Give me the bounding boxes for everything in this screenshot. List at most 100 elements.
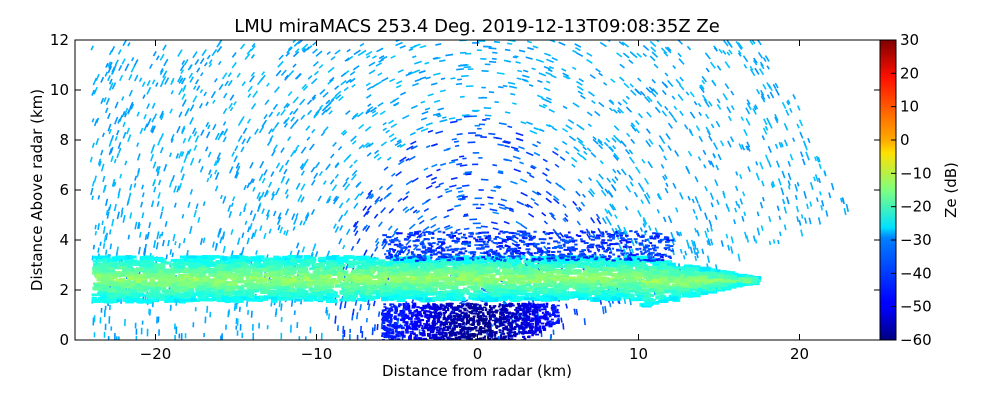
echo-mark: [575, 48, 580, 51]
echo-mark: [272, 128, 274, 131]
echo-mark: [119, 148, 121, 153]
echo-mark: [253, 187, 255, 191]
echo-mark: [223, 196, 226, 203]
echo-mark: [785, 225, 786, 230]
echo-mark: [421, 118, 427, 120]
echo-mark: [452, 139, 457, 140]
echo-mark: [426, 146, 430, 148]
echo-mark: [660, 281, 670, 285]
echo-mark: [232, 62, 236, 68]
echo-mark: [779, 178, 781, 185]
echo-mark: [357, 238, 360, 243]
echo-mark: [400, 272, 410, 276]
echo-mark: [491, 222, 497, 223]
echo-mark: [200, 58, 203, 63]
echo-mark: [396, 172, 402, 176]
echo-mark: [698, 103, 700, 106]
echo-mark: [721, 240, 723, 246]
echo-mark: [215, 275, 222, 279]
echo-mark: [643, 53, 646, 56]
echo-mark: [745, 232, 747, 239]
echo-mark: [262, 72, 265, 75]
echo-mark: [222, 231, 224, 238]
echo-mark: [369, 70, 375, 74]
echo-mark: [487, 197, 493, 198]
echo-mark: [709, 101, 712, 106]
echo-mark: [178, 50, 182, 57]
echo-mark: [797, 206, 799, 212]
echo-mark: [796, 195, 797, 200]
echo-mark: [763, 197, 764, 201]
echo-mark: [365, 127, 370, 131]
echo-mark: [428, 94, 434, 96]
echo-mark: [566, 125, 572, 129]
echo-mark: [387, 157, 391, 160]
chart-title: LMU miraMACS 253.4 Deg. 2019-12-13T09:08…: [234, 16, 720, 37]
echo-mark: [497, 73, 505, 74]
echo-mark: [777, 161, 780, 168]
echo-mark: [595, 111, 600, 115]
echo-mark: [297, 243, 299, 249]
echo-mark: [518, 147, 524, 149]
echo-mark: [641, 187, 644, 191]
echo-mark: [94, 245, 95, 250]
echo-mark: [170, 180, 172, 187]
echo-mark: [410, 132, 415, 135]
echo-mark: [128, 235, 129, 240]
echo-mark: [131, 66, 134, 72]
echo-mark: [615, 215, 617, 219]
echo-mark: [208, 125, 210, 129]
echo-mark: [536, 270, 543, 274]
echo-mark: [158, 192, 160, 198]
echo-mark: [409, 156, 416, 160]
echo-mark: [532, 144, 537, 146]
echo-mark: [735, 208, 736, 212]
echo-mark: [312, 129, 315, 133]
echo-mark: [360, 192, 363, 196]
echo-mark: [381, 208, 386, 213]
echo-mark: [768, 95, 770, 99]
echo-mark: [496, 138, 502, 139]
echo-mark: [431, 225, 436, 228]
echo-mark: [803, 159, 805, 165]
echo-mark: [299, 270, 308, 273]
echo-mark: [739, 144, 742, 150]
echo-mark: [534, 153, 540, 156]
echo-mark: [738, 204, 739, 208]
echo-mark: [790, 154, 792, 160]
echo-mark: [248, 94, 251, 98]
echo-mark: [438, 196, 443, 198]
echo-mark: [686, 92, 689, 95]
echo-mark: [153, 182, 154, 186]
echo-mark: [123, 132, 125, 138]
echo-mark: [690, 92, 694, 97]
echo-mark: [398, 198, 402, 201]
echo-mark: [329, 262, 336, 266]
echo-mark: [220, 237, 222, 244]
echo-mark: [471, 293, 478, 296]
echo-mark: [262, 178, 265, 183]
echo-mark: [378, 73, 382, 75]
echo-mark: [379, 186, 382, 189]
echo-mark: [621, 141, 626, 147]
echo-mark: [805, 218, 806, 224]
echo-mark: [243, 128, 246, 134]
echo-mark: [244, 185, 246, 190]
echo-mark: [562, 270, 572, 274]
echo-mark: [378, 103, 383, 106]
echo-mark: [108, 113, 110, 119]
echo-mark: [320, 105, 323, 108]
echo-mark: [133, 274, 142, 277]
echo-mark: [271, 172, 274, 177]
echo-mark: [416, 297, 424, 300]
echo-mark: [337, 268, 343, 271]
echo-mark: [627, 133, 630, 136]
echo-mark: [543, 104, 547, 106]
echo-mark: [95, 119, 97, 126]
echo-mark: [276, 188, 279, 195]
echo-mark: [374, 214, 377, 218]
echo-mark: [415, 70, 420, 72]
echo-mark: [120, 115, 123, 121]
echo-mark: [93, 78, 96, 85]
echo-mark: [536, 59, 544, 62]
